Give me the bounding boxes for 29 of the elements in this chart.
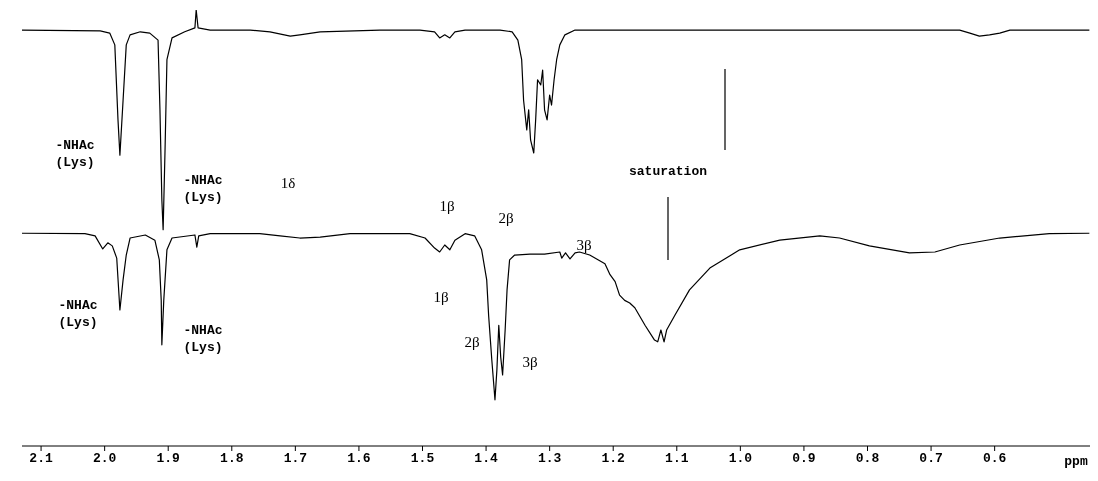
x-tick-label: 1.5 [410,451,435,467]
x-tick-label: 1.8 [220,451,244,467]
annotation: 2β [464,334,480,350]
annotation: 3β [576,237,592,253]
x-tick-label: 0.9 [792,451,816,467]
x-tick-label: 0.7 [919,451,943,467]
annotation: -NHAc (Lys) [183,323,223,355]
annotation: 3β [522,354,538,370]
x-tick-label: 1.9 [156,451,181,467]
x-tick-label: 1.1 [665,451,689,467]
x-tick-label: 1.6 [347,451,371,467]
x-tick-label: 0.6 [982,451,1007,467]
annotation: 1δ [280,175,296,191]
x-tick-label: 1.4 [474,451,498,467]
x-tick-label: 1.7 [283,451,308,467]
annotation: 1β [433,289,449,305]
x-axis-title: ppm [1064,454,1088,469]
x-tick-label: 1.2 [601,451,626,467]
x-tick-label: 1.3 [537,451,562,467]
annotation: -NHAc (Lys) [183,173,223,205]
annotation: saturation [628,164,708,179]
annotation: -NHAc (Lys) [55,138,95,170]
annotation: 1β [439,198,455,214]
annotation: 2β [498,210,514,226]
x-tick-label: 1.0 [728,451,753,467]
x-tick-label: 0.8 [855,451,880,467]
annotation: -NHAc (Lys) [58,298,98,330]
x-tick-label: 2.1 [29,451,53,467]
x-tick-label: 2.0 [92,451,117,467]
